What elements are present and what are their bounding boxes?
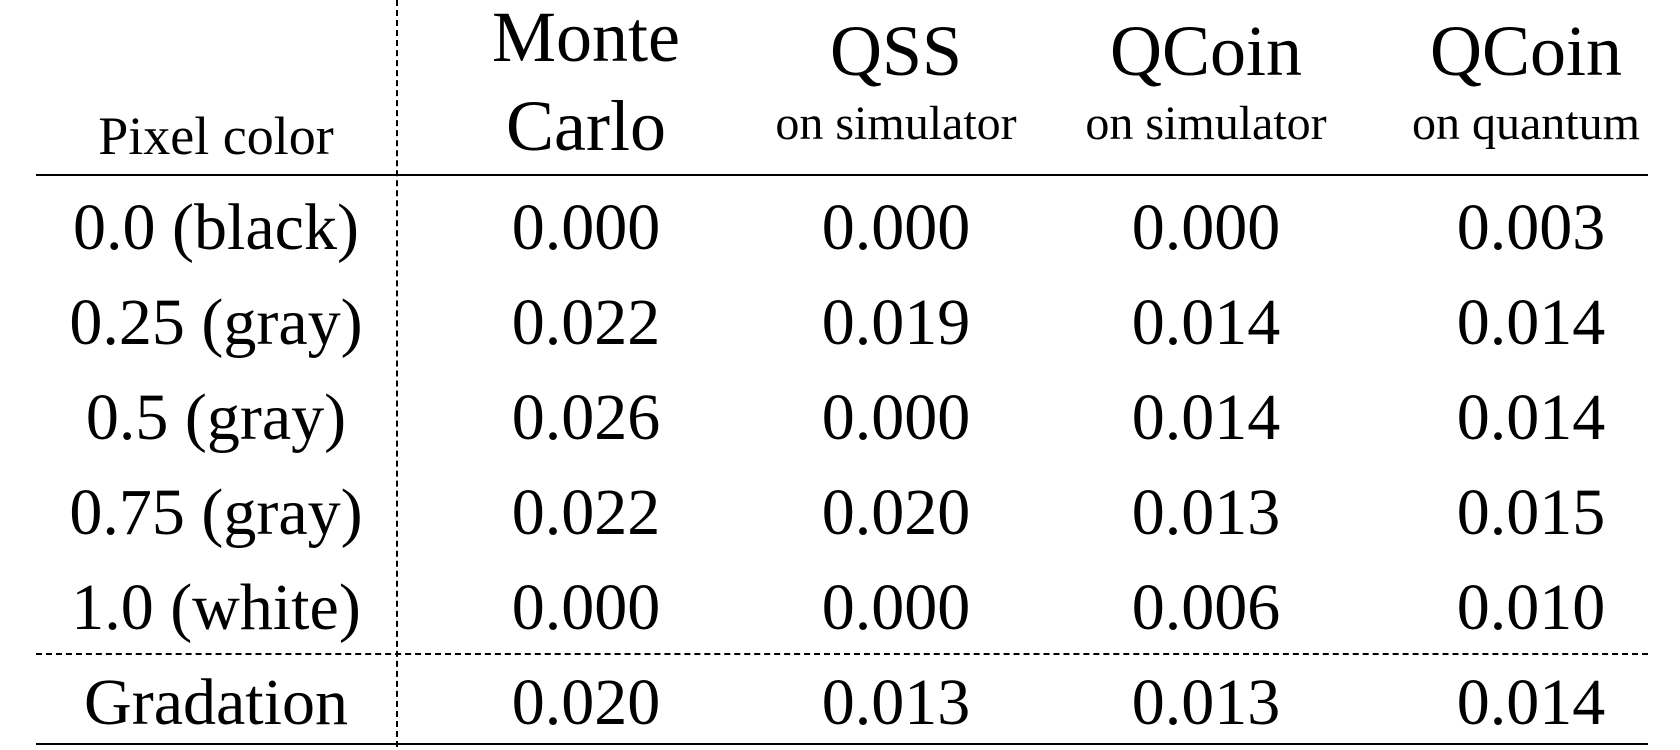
summary-value: 0.020	[511, 666, 661, 739]
cell-value: 0.000	[511, 571, 661, 644]
summary-label: Gradation	[84, 666, 348, 739]
cell-value: 0.013	[1131, 476, 1281, 549]
header-qcoin-quantum: QCoin on quantum	[1376, 0, 1676, 175]
cell-value: 0.019	[821, 286, 971, 359]
summary-value: 0.013	[1131, 666, 1281, 739]
cell-value: 0.010	[1456, 571, 1606, 644]
header-rule	[36, 174, 1648, 176]
header-qss-subtitle: on simulator	[775, 97, 1017, 150]
header-qss-simulator: QSS on simulator	[736, 0, 1056, 175]
summary-value: 0.014	[1456, 666, 1606, 739]
header-monte-carlo-line2: Carlo	[506, 86, 666, 166]
table-row: 0.75 (gray) 0.022 0.020 0.013 0.015	[36, 465, 1648, 560]
row-label: 0.5 (gray)	[85, 381, 347, 454]
cell-value: 0.000	[821, 191, 971, 264]
cell-value: 0.000	[511, 191, 661, 264]
header-qcoin-sim-title: QCoin	[1109, 11, 1303, 91]
summary-row: Gradation 0.020 0.013 0.013 0.014	[36, 655, 1648, 750]
summary-value: 0.013	[821, 666, 971, 739]
header-pixel-color-label: Pixel color	[98, 106, 334, 166]
cell-value: 0.006	[1131, 571, 1281, 644]
table-row: 1.0 (white) 0.000 0.000 0.006 0.010	[36, 560, 1648, 655]
header-qcoin-sim-subtitle: on simulator	[1085, 97, 1327, 150]
cell-value: 0.022	[511, 286, 661, 359]
row-label: 0.0 (black)	[73, 191, 359, 264]
header-qcoin-simulator: QCoin on simulator	[1046, 0, 1366, 175]
header-qcoin-q-title: QCoin	[1429, 11, 1623, 91]
row-label: 0.25 (gray)	[69, 286, 363, 359]
header-qcoin-q-subtitle: on quantum	[1412, 97, 1640, 150]
cell-value: 0.000	[821, 381, 971, 454]
summary-rule	[36, 653, 1648, 655]
cell-value: 0.000	[821, 571, 971, 644]
cell-value: 0.003	[1456, 191, 1606, 264]
cell-value: 0.026	[511, 381, 661, 454]
row-label: 0.75 (gray)	[69, 476, 363, 549]
table-row: 0.5 (gray) 0.026 0.000 0.014 0.014	[36, 370, 1648, 465]
cell-value: 0.000	[1131, 191, 1281, 264]
cell-value: 0.014	[1131, 381, 1281, 454]
cell-value: 0.015	[1456, 476, 1606, 549]
cell-value: 0.020	[821, 476, 971, 549]
header-pixel-color: Pixel color	[36, 0, 396, 175]
column-separator	[396, 0, 398, 747]
table-row: 0.0 (black) 0.000 0.000 0.000 0.003	[36, 180, 1648, 275]
cell-value: 0.014	[1456, 381, 1606, 454]
cell-value: 0.014	[1456, 286, 1606, 359]
row-label: 1.0 (white)	[71, 571, 361, 644]
cell-value: 0.014	[1131, 286, 1281, 359]
cell-value: 0.022	[511, 476, 661, 549]
results-table: Pixel color Monte Carlo QSS on simulator…	[36, 0, 1648, 747]
header-qss-title: QSS	[829, 11, 963, 91]
header-monte-carlo-line1: Monte	[492, 0, 680, 77]
table-row: 0.25 (gray) 0.022 0.019 0.014 0.014	[36, 275, 1648, 370]
bottom-rule	[36, 743, 1648, 745]
header-monte-carlo: Monte Carlo	[426, 0, 746, 175]
